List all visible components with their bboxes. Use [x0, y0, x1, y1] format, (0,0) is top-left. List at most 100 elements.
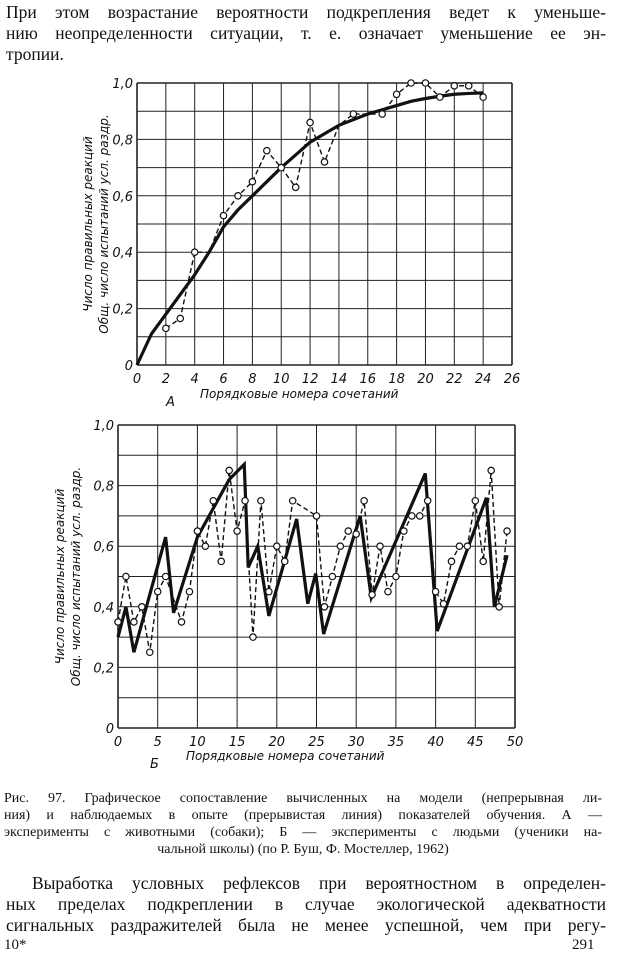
- signature-mark: 10*: [4, 937, 27, 953]
- x-tick-label: 6: [219, 372, 227, 387]
- data-point: [190, 248, 199, 257]
- data-point: [114, 618, 122, 626]
- caption-line: эксперименты с животными (собаки); Б — э…: [4, 825, 602, 840]
- data-point: [349, 110, 358, 118]
- data-point: [177, 618, 186, 626]
- data-point: [306, 118, 314, 127]
- data-point: [320, 158, 329, 166]
- x-tick-label: 24: [475, 372, 492, 387]
- page-number: 291: [572, 937, 595, 953]
- x-tick-label: 35: [388, 735, 405, 750]
- data-point: [431, 587, 440, 596]
- data-point: [193, 527, 202, 535]
- x-tick-label: 10: [189, 735, 206, 750]
- y-axis-label: Число правильных реакций: [53, 489, 67, 665]
- y-tick-label: 0,8: [93, 480, 114, 495]
- data-point: [400, 527, 408, 535]
- data-point: [378, 110, 386, 118]
- data-point: [336, 542, 345, 551]
- x-tick-label: 5: [154, 735, 162, 750]
- data-point: [209, 496, 218, 505]
- y-tick-label: 1,0: [93, 419, 114, 434]
- text-line: ных пределах подкреплении в случае эколо…: [6, 894, 606, 914]
- data-point: [130, 618, 138, 626]
- y-axis-label: Общ. число испытаний усл. раздр.: [97, 114, 111, 334]
- data-point: [384, 587, 392, 596]
- caption-line: чальной школы) (по Р. Буш, Ф. Мостеллер,…: [157, 842, 449, 857]
- data-point: [392, 572, 400, 581]
- data-point: [263, 146, 271, 155]
- data-point: [219, 211, 228, 220]
- data-point: [463, 542, 472, 551]
- data-point: [176, 314, 185, 323]
- data-point: [234, 192, 242, 200]
- data-point: [436, 93, 444, 101]
- data-point: [495, 602, 503, 611]
- data-point: [455, 542, 464, 551]
- data-point: [471, 496, 480, 505]
- data-point: [415, 512, 424, 520]
- x-tick-label: 2: [162, 372, 170, 387]
- data-point: [153, 587, 162, 596]
- model-line: [135, 91, 484, 366]
- data-point: [312, 512, 321, 520]
- data-point: [376, 542, 384, 551]
- data-point: [233, 527, 241, 535]
- caption-line: Рис. 97. Графическое сопоставление вычис…: [4, 791, 602, 806]
- data-point: [145, 648, 154, 657]
- data-point: [122, 572, 130, 581]
- x-tick-label: 15: [229, 735, 246, 750]
- data-point: [447, 557, 456, 566]
- x-tick-label: 20: [269, 735, 286, 750]
- caption-line: ния) и наблюдаемых в опыте (прерывистая …: [4, 808, 602, 823]
- data-point: [280, 557, 289, 566]
- chart-Б: 0 5 10 15 20 25 30 35 40 45 50 0 0,2 0,4 0,6 0,8 1,0 Поря…: [53, 419, 523, 772]
- data-point: [320, 602, 329, 611]
- data-point: [248, 177, 257, 186]
- x-tick-label: 14: [331, 372, 348, 387]
- data-point: [272, 542, 281, 551]
- data-point: [392, 90, 401, 99]
- data-point: [161, 572, 170, 581]
- data-point: [344, 527, 353, 535]
- x-tick-label: 10: [273, 372, 290, 387]
- data-point: [352, 530, 361, 538]
- y-tick-label: 0: [106, 722, 114, 737]
- data-point: [185, 587, 194, 596]
- data-point: [288, 496, 297, 505]
- x-tick-label: 45: [467, 735, 484, 750]
- data-point: [241, 496, 249, 505]
- bottom-paragraph: Выработка условных рефлексов при вероятн…: [6, 873, 606, 936]
- y-tick-label: 0,4: [93, 601, 114, 616]
- x-tick-label: 12: [302, 372, 319, 387]
- data-point: [360, 496, 368, 505]
- data-point: [407, 512, 416, 520]
- top-paragraph: При этом возрастание вероятности подкреп…: [6, 2, 606, 65]
- x-tick-label: 16: [359, 372, 376, 387]
- text-line: тропии.: [6, 44, 64, 64]
- y-tick-label: 0,4: [112, 246, 133, 261]
- data-point: [439, 599, 448, 608]
- y-axis-label: Общ. число испытаний усл. раздр.: [69, 467, 83, 687]
- x-tick-label: 30: [348, 735, 365, 750]
- x-axis-label: Порядковые номера сочетаний: [200, 387, 399, 401]
- x-tick-label: 50: [507, 735, 524, 750]
- x-tick-label: 4: [191, 372, 199, 387]
- observed-line: [165, 82, 484, 329]
- data-point: [249, 633, 257, 641]
- x-tick-label: 20: [417, 372, 434, 387]
- data-point: [487, 466, 495, 475]
- x-tick-label: 0: [133, 372, 141, 387]
- x-tick-label: 26: [504, 372, 521, 387]
- data-point: [407, 79, 415, 87]
- data-point: [464, 82, 473, 90]
- x-axis-label: Порядковые номера сочетаний: [186, 749, 385, 763]
- data-point: [479, 93, 487, 101]
- y-tick-label: 0: [125, 359, 133, 374]
- text-line: Выработка условных рефлексов при вероятн…: [32, 873, 606, 893]
- data-point: [328, 572, 337, 581]
- data-point: [450, 82, 459, 90]
- data-point: [138, 602, 146, 611]
- data-point: [368, 590, 376, 599]
